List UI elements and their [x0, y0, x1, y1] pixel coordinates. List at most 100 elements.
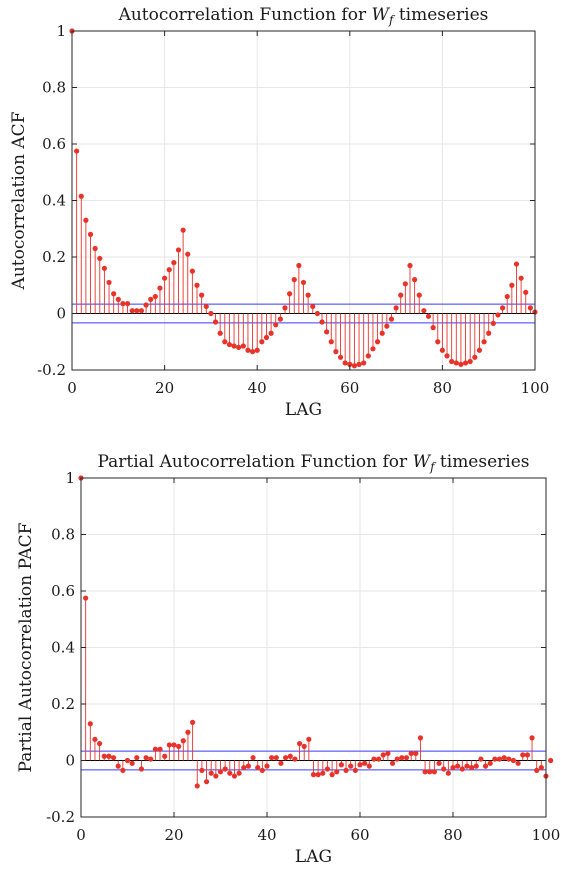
acf-point	[171, 260, 177, 266]
pacf-point	[436, 760, 442, 766]
acf-point	[124, 301, 131, 307]
pacf-point	[166, 742, 172, 748]
pacf-point	[190, 719, 196, 725]
acf-point	[472, 354, 478, 360]
acf-point	[499, 305, 506, 311]
pacf-point	[301, 743, 307, 749]
pacf-point	[231, 773, 238, 779]
pacf-point	[548, 757, 554, 764]
pacf-point	[310, 772, 317, 778]
acf-point	[291, 277, 297, 283]
acf-point	[263, 334, 270, 341]
pacf-point	[394, 756, 400, 762]
acf-xtick-label: 100	[521, 379, 550, 397]
acf-point	[481, 339, 487, 345]
acf-point	[370, 346, 376, 352]
acf-point	[384, 323, 390, 329]
pacf-xtick-label: 100	[532, 826, 561, 844]
pacf-point	[120, 767, 126, 773]
acf-point	[374, 339, 381, 345]
pacf-point	[148, 756, 154, 762]
pacf-point	[520, 752, 526, 758]
acf-point	[337, 354, 344, 360]
pacf-xtick-label: 60	[350, 826, 369, 844]
pacf-point	[143, 755, 149, 761]
pacf-point	[199, 767, 205, 773]
acf-point	[222, 339, 228, 345]
pacf-point	[478, 756, 484, 762]
pacf-ytick-label: 0	[65, 752, 75, 770]
pacf-xtick-label: 40	[257, 826, 276, 844]
pacf-point	[306, 736, 312, 742]
acf-point	[74, 148, 80, 154]
pacf-point	[152, 746, 158, 752]
acf-point	[449, 358, 455, 365]
pacf-point	[245, 763, 251, 769]
acf-xtick-label: 60	[340, 379, 359, 397]
acf-point	[152, 293, 158, 300]
acf-point	[217, 330, 223, 336]
acf-point	[421, 308, 427, 314]
pacf-point	[157, 746, 163, 752]
acf-point	[476, 347, 483, 353]
acf-ylabel: Autocorrelation ACF	[9, 111, 29, 290]
pacf-point	[357, 762, 363, 768]
pacf-point	[287, 753, 293, 759]
acf-point	[509, 282, 515, 288]
pacf-point	[496, 756, 503, 762]
acf-point	[162, 275, 168, 281]
pacf-point	[427, 769, 433, 775]
pacf-point	[227, 770, 233, 776]
acf-point	[513, 261, 520, 267]
pacf-point	[329, 772, 335, 778]
acf-point	[212, 319, 219, 325]
pacf-point	[273, 755, 279, 761]
pacf-point	[492, 756, 498, 762]
acf-point	[199, 292, 205, 298]
acf-point	[287, 291, 293, 297]
pacf-point	[334, 769, 340, 775]
acf-point	[305, 292, 311, 298]
acf-point	[527, 305, 533, 311]
pacf-ytick-label: 0.8	[51, 526, 75, 544]
pacf-point	[343, 767, 349, 773]
pacf-point	[92, 736, 98, 742]
pacf-point	[464, 763, 470, 769]
acf-point	[361, 360, 367, 366]
acf-xtick-label: 20	[155, 379, 174, 397]
acf-point	[324, 329, 330, 335]
acf-point	[236, 344, 242, 350]
pacf-point	[176, 743, 182, 749]
pacf-point	[469, 764, 475, 771]
acf-point	[388, 316, 395, 322]
pacf-point	[83, 595, 89, 601]
pacf-point	[534, 767, 540, 773]
acf-point	[328, 339, 334, 345]
acf-point	[138, 308, 145, 314]
pacf-point	[269, 755, 275, 761]
acf-point	[277, 316, 283, 322]
pacf-point	[171, 742, 177, 748]
acf-point	[273, 322, 279, 328]
acf-point	[189, 268, 195, 274]
pacf-point	[441, 766, 447, 772]
acf-point	[486, 330, 492, 336]
acf-point	[231, 343, 237, 349]
pacf-point	[389, 760, 396, 766]
acf-point	[134, 308, 140, 314]
pacf-point	[362, 760, 368, 766]
pacf-xlabel: LAG	[295, 847, 332, 867]
pacf-point	[385, 750, 391, 757]
pacf-point	[506, 756, 512, 762]
pacf-point	[264, 763, 270, 769]
acf-point	[347, 361, 353, 367]
pacf-point	[87, 721, 93, 727]
acf-point	[194, 282, 200, 288]
acf-point	[282, 305, 288, 311]
pacf-point	[510, 757, 517, 764]
pacf-point	[371, 756, 377, 762]
acf-point	[393, 305, 399, 311]
pacf-point	[524, 752, 531, 758]
